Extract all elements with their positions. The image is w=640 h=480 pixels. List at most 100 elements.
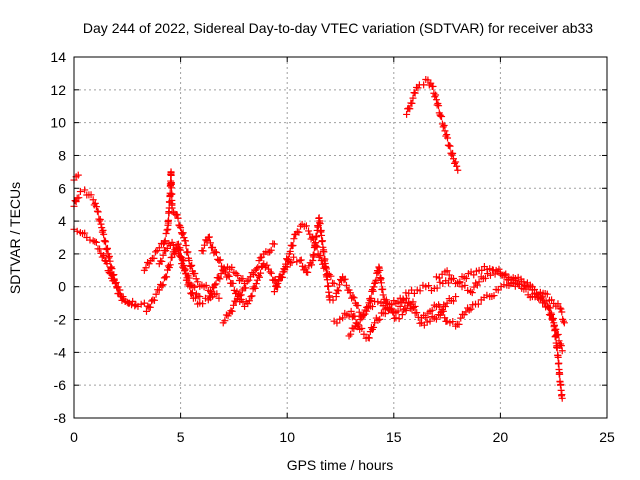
data-point: [199, 247, 207, 255]
data-point: [236, 292, 244, 300]
data-point: [155, 286, 163, 294]
data-point: [414, 84, 422, 92]
data-point: [213, 290, 221, 298]
data-point: [270, 288, 278, 296]
data-point: [439, 123, 447, 131]
axis-ticks: [73, 56, 608, 419]
data-point: [470, 271, 478, 279]
data-point: [155, 244, 163, 252]
data-point: [308, 233, 316, 241]
data-point: [371, 278, 379, 286]
data-point: [465, 306, 473, 314]
data-point: [191, 269, 199, 277]
data-point: [347, 307, 355, 315]
data-point: [333, 286, 341, 294]
data-point: [305, 227, 313, 235]
data-point: [319, 237, 327, 245]
data-point: [173, 245, 181, 253]
data-point: [312, 239, 320, 247]
data-point: [394, 307, 402, 315]
data-point: [446, 142, 454, 150]
data-point: [430, 89, 438, 97]
y-axis-label: SDTVAR / TECUs: [7, 182, 23, 294]
data-point: [92, 238, 100, 246]
data-point: [73, 227, 81, 235]
tick-labels: 0 5 10 15 20 25 -8 -6 -4 -2 0 2 4 6 8 10 12 14: [50, 49, 615, 445]
data-point: [467, 288, 475, 296]
data-point: [436, 111, 444, 119]
data-point: [363, 307, 371, 315]
series-arc-12: [345, 294, 419, 340]
data-point: [478, 266, 486, 274]
data-point: [158, 257, 166, 265]
data-point: [168, 253, 176, 261]
data-point: [185, 274, 193, 282]
data-point: [342, 281, 350, 289]
data-point: [376, 315, 384, 323]
series-arc-13: [403, 76, 462, 174]
data-point: [432, 91, 440, 99]
data-point: [229, 279, 237, 287]
data-point: [308, 261, 316, 269]
data-point: [177, 253, 185, 261]
data-point: [488, 266, 496, 274]
data-point: [481, 274, 489, 282]
y-tick-label: -2: [54, 312, 67, 328]
x-tick-label: 5: [177, 429, 185, 445]
data-point: [462, 275, 470, 283]
data-point: [379, 291, 387, 299]
data-point: [371, 279, 379, 287]
x-tick-label: 15: [386, 429, 402, 445]
data-point: [102, 238, 110, 246]
data-point: [280, 268, 288, 276]
data-point: [163, 273, 171, 281]
data-point: [206, 294, 214, 302]
series-arc-5: [142, 240, 249, 315]
data-point: [91, 238, 99, 246]
data-point: [560, 319, 568, 327]
data-point: [422, 314, 430, 322]
data-point: [103, 246, 111, 254]
y-tick-label: 4: [58, 213, 66, 229]
data-point: [452, 158, 460, 166]
data-point: [140, 299, 148, 307]
data-point: [347, 330, 355, 338]
data-point: [376, 266, 384, 274]
data-point: [250, 270, 258, 278]
data-point: [382, 296, 390, 304]
data-point: [248, 292, 256, 300]
data-point: [76, 188, 84, 196]
x-tick-label: 20: [493, 429, 509, 445]
data-point: [270, 240, 278, 248]
data-point: [374, 298, 382, 306]
data-point: [199, 300, 207, 308]
data-point: [353, 320, 361, 328]
data-point: [316, 252, 324, 260]
data-point: [327, 272, 335, 280]
data-point: [163, 226, 171, 234]
data-point: [176, 252, 184, 260]
data-point: [215, 294, 223, 302]
data-point: [543, 290, 551, 298]
data-point: [289, 242, 297, 250]
data-point: [74, 171, 82, 179]
data-point: [239, 275, 247, 283]
data-point: [516, 280, 524, 288]
data-point: [409, 298, 417, 306]
data-point: [220, 264, 228, 272]
data-point: [158, 282, 166, 290]
data-point: [225, 272, 233, 280]
data-point: [173, 211, 181, 219]
data-point: [360, 330, 368, 338]
data-point: [432, 315, 440, 323]
data-point: [402, 307, 410, 315]
data-point: [96, 215, 104, 223]
y-tick-label: 0: [58, 279, 66, 295]
data-point: [547, 311, 555, 319]
data-point: [544, 304, 552, 312]
data-point: [388, 305, 396, 313]
series-arc-10: [332, 263, 460, 329]
data-point: [215, 274, 223, 282]
data-point: [187, 262, 195, 270]
data-point: [221, 317, 229, 325]
